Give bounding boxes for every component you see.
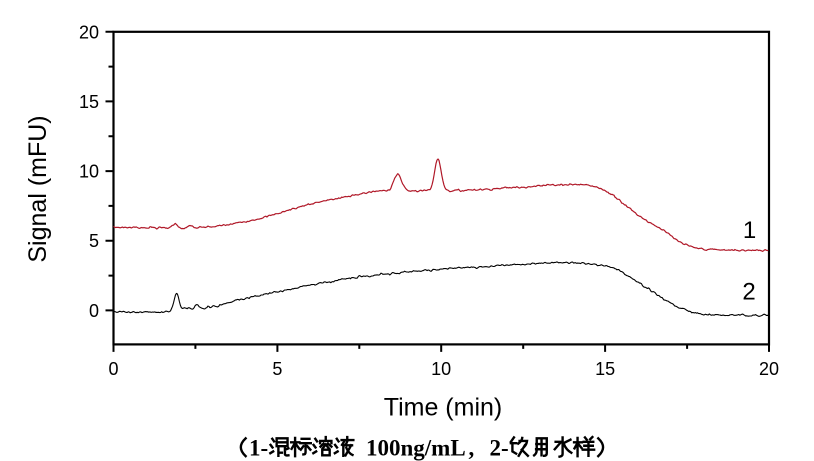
svg-text:2-: 2-	[490, 435, 509, 460]
svg-text:5: 5	[272, 359, 282, 379]
svg-text:10: 10	[431, 359, 451, 379]
svg-text:15: 15	[79, 92, 99, 112]
svg-text:0: 0	[108, 359, 118, 379]
svg-text:20: 20	[759, 359, 779, 379]
svg-text:0: 0	[89, 301, 99, 321]
svg-text:Signal (mFU): Signal (mFU)	[24, 115, 52, 262]
svg-text:10: 10	[79, 162, 99, 182]
svg-text:,: ,	[469, 435, 475, 460]
svg-text:Time (min): Time (min)	[384, 394, 503, 422]
svg-text:20: 20	[79, 22, 99, 42]
svg-text:2: 2	[742, 279, 755, 306]
svg-text:1: 1	[743, 217, 756, 244]
svg-text:15: 15	[595, 359, 615, 379]
svg-text:1-: 1-	[249, 435, 268, 460]
svg-text:100ng/mL: 100ng/mL	[366, 435, 466, 460]
svg-text:5: 5	[89, 231, 99, 251]
